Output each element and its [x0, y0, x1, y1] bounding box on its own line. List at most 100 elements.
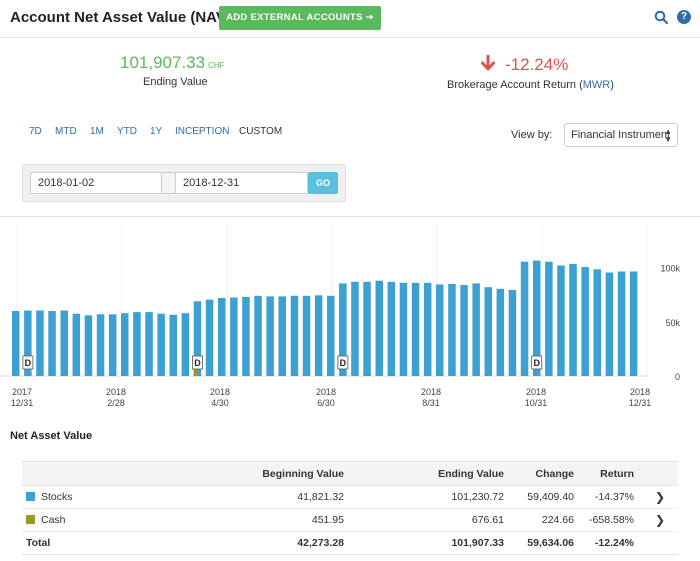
chart-bar [605, 272, 614, 376]
help-icon[interactable]: ? [677, 10, 691, 24]
chart-bar [242, 296, 250, 376]
x-tick-year: 2018 [210, 387, 230, 397]
chart-bar [351, 281, 359, 377]
x-tick-date: 2/28 [107, 398, 125, 408]
dividend-marker [22, 355, 34, 370]
chart-bar [399, 282, 408, 376]
nav-section-title: Net Asset Value [10, 430, 93, 442]
chart-bar [472, 283, 480, 376]
chart-bar [108, 314, 117, 377]
x-tick-date: 6/30 [317, 398, 335, 408]
chart-bar [387, 281, 396, 377]
chart-bar [278, 296, 286, 376]
ending-value-label: Ending Value [143, 76, 208, 88]
chart-bar [266, 296, 274, 376]
chart-bar [218, 298, 226, 376]
row-ending: 101,230.72 [352, 485, 512, 509]
chart-bar [617, 271, 626, 376]
row-beginning: 451.95 [172, 508, 352, 532]
chart-bar [436, 284, 444, 376]
view-by-label: View by: [511, 129, 553, 141]
row-return: -14.37% [582, 485, 642, 509]
range-ytd[interactable]: YTD [117, 126, 137, 137]
chart-bar [460, 285, 468, 376]
chart-bar [581, 267, 589, 376]
chart-bar [629, 271, 638, 376]
chart-bar [557, 265, 565, 376]
range-custom[interactable]: CUSTOM [239, 126, 283, 137]
chart-bar [36, 310, 44, 376]
ending-value-amount: 101,907.33 [120, 53, 206, 72]
range-7d[interactable]: 7D [29, 126, 42, 137]
col-header-ending: Ending Value [352, 461, 512, 486]
end-date-input[interactable]: 2018-12-31 [175, 172, 308, 194]
col-header-return: Return [582, 461, 642, 486]
table-row[interactable]: Stocks 41,821.32 101,230.72 59,409.40 -1… [22, 485, 678, 509]
x-tick-year: 2017 [12, 387, 32, 397]
go-button[interactable]: GO [308, 172, 338, 194]
chart-bar [593, 269, 601, 376]
total-label: Total [22, 531, 172, 555]
col-header-expand [642, 461, 678, 486]
chart-bar [133, 312, 141, 376]
dividend-marker [531, 355, 543, 370]
x-tick-year: 2018 [526, 387, 546, 397]
range-mtd[interactable]: MTD [55, 126, 77, 137]
col-header-beginning: Beginning Value [172, 461, 352, 486]
total-return: -12.24% [582, 531, 642, 555]
chevron-right-icon[interactable]: ❯ [642, 485, 678, 509]
chart-bar [302, 295, 311, 376]
row-change: 224.66 [512, 508, 582, 532]
return-value: -12.24% [505, 55, 569, 74]
dividend-marker-label: D [194, 358, 201, 368]
chart-bar [84, 315, 93, 376]
chart-bar [181, 313, 190, 376]
chart-bar [169, 314, 177, 376]
view-by-select[interactable]: Financial Instrument ▲ ▼ [564, 123, 678, 147]
chart-bar [121, 313, 129, 376]
chart-bar [508, 289, 517, 376]
chart-bar [484, 287, 492, 376]
range-1y[interactable]: 1Y [150, 126, 163, 137]
mwr-link[interactable]: MWR [582, 79, 611, 91]
range-inception[interactable]: INCEPTION [175, 126, 230, 137]
chart-bar [569, 263, 577, 376]
col-header-name [22, 461, 172, 486]
range-1m[interactable]: 1M [90, 126, 104, 137]
stocks-swatch [26, 492, 35, 501]
nav-bar-chart: D D D D100k50k0201712/3120182/2820184/30201… [0, 224, 680, 408]
chart-bar [496, 288, 505, 376]
chart-bar [290, 295, 299, 376]
search-icon[interactable] [654, 10, 668, 24]
chart-bar [545, 261, 553, 376]
chart-bar [48, 311, 56, 376]
chart-bar [12, 311, 20, 376]
chart-bar [448, 283, 456, 376]
col-header-change: Change [512, 461, 582, 486]
x-tick-year: 2018 [421, 387, 441, 397]
page-header [0, 0, 700, 38]
dividend-marker-label: D [340, 358, 347, 368]
select-caret-icon: ▲ ▼ [664, 127, 672, 144]
dividend-marker-label: D [25, 358, 32, 368]
arrow-down-icon [481, 55, 495, 71]
row-change: 59,409.40 [512, 485, 582, 509]
start-date-input[interactable]: 2018-01-02 [30, 172, 162, 194]
table-row[interactable]: Cash 451.95 676.61 224.66 -658.58% ❯ [22, 508, 678, 532]
row-return: -658.58% [582, 508, 642, 532]
chart-bar [411, 282, 420, 376]
chart-bar [533, 260, 541, 376]
chart-bar [375, 280, 383, 376]
x-tick-date: 12/31 [11, 398, 34, 408]
x-tick-year: 2018 [630, 387, 650, 397]
y-tick-label: 50k [665, 318, 680, 328]
row-name: Cash [41, 514, 66, 526]
cash-swatch [26, 515, 35, 524]
nav-table: Beginning Value Ending Value Change Retu… [22, 461, 678, 555]
dividend-marker-label: D [533, 358, 540, 368]
chart-bar [254, 295, 262, 376]
chart-bar [230, 297, 238, 376]
total-beginning: 42,273.28 [172, 531, 352, 555]
add-external-accounts-button[interactable]: ADD EXTERNAL ACCOUNTS ➔ [219, 6, 381, 30]
chevron-right-icon[interactable]: ❯ [642, 508, 678, 532]
